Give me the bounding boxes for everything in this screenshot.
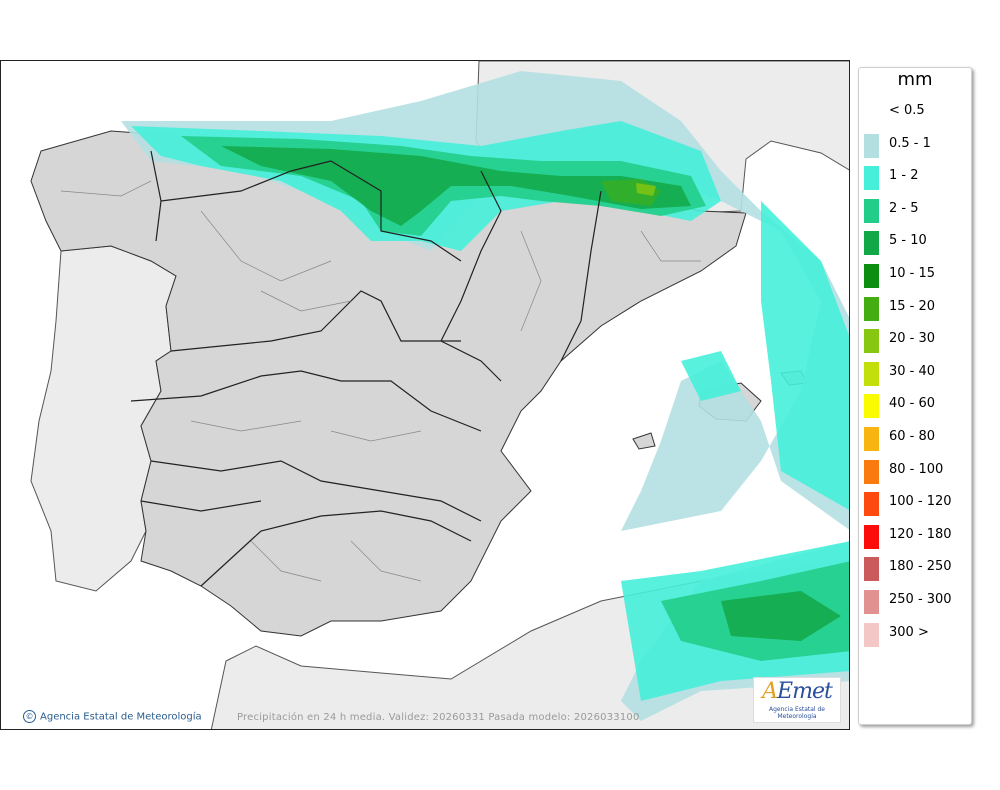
legend-swatch xyxy=(864,133,879,158)
legend-label: 120 - 180 xyxy=(889,526,952,542)
map-caption: Precipitación en 24 h media. Validez: 20… xyxy=(237,712,640,723)
legend-swatch xyxy=(864,524,879,549)
legend-label: < 0.5 xyxy=(889,103,925,118)
legend-label: 30 - 40 xyxy=(889,363,936,379)
legend-label: 100 - 120 xyxy=(889,494,952,510)
legend-swatch xyxy=(864,459,879,484)
aemet-logo: AEmet Agencia Estatal de Meteorología xyxy=(753,677,841,723)
legend-swatch xyxy=(864,492,879,517)
legend-swatch xyxy=(864,198,879,223)
legend-swatch xyxy=(864,361,879,386)
legend-label: 40 - 60 xyxy=(889,396,936,412)
legend-swatch xyxy=(864,166,879,191)
legend-swatch xyxy=(864,231,879,256)
legend-label: 60 - 80 xyxy=(889,429,936,444)
legend-swatch xyxy=(864,590,879,614)
precipitation-map: © Agencia Estatal de Meteorología Precipi… xyxy=(0,60,850,730)
legend-swatch xyxy=(864,557,879,582)
legend-swatch xyxy=(864,394,879,419)
legend-swatch xyxy=(864,101,879,125)
legend-swatch xyxy=(864,296,879,321)
legend-label: 10 - 15 xyxy=(889,266,936,281)
legend-label: 1 - 2 xyxy=(889,168,919,184)
legend-label: 5 - 10 xyxy=(889,233,927,249)
copyright-icon: © xyxy=(23,710,36,723)
legend-unit: mm xyxy=(897,69,933,90)
map-canvas xyxy=(30,61,849,729)
legend-label: 15 - 20 xyxy=(889,298,936,314)
aemet-logo-mark: AEmet xyxy=(762,679,833,704)
legend-swatch xyxy=(864,329,879,354)
legend-label: 250 - 300 xyxy=(889,592,952,607)
legend-label: 20 - 30 xyxy=(889,331,936,347)
aemet-logo-subtitle: Agencia Estatal de Meteorología xyxy=(768,706,825,720)
legend-label: 80 - 100 xyxy=(889,461,944,477)
ibiza-island xyxy=(632,432,656,450)
legend-swatch xyxy=(864,427,879,451)
legend-label: 300 > xyxy=(889,624,929,640)
region-borders xyxy=(130,150,602,587)
legend-swatch xyxy=(864,264,879,288)
legend-label: 2 - 5 xyxy=(889,200,919,216)
legend-swatch xyxy=(864,622,879,647)
legend-label: 0.5 - 1 xyxy=(889,135,931,151)
legend-panel: mm < 0.5 0.5 - 1 1 - 2 2 - 5 5 - 10 10 - 15 15… xyxy=(858,67,972,725)
legend-label: 180 - 250 xyxy=(889,559,952,575)
province-borders xyxy=(60,180,701,582)
precip-15-20 xyxy=(636,183,656,196)
aemet-credit: © Agencia Estatal de Meteorología xyxy=(23,710,202,723)
credit-text: Agencia Estatal de Meteorología xyxy=(40,711,202,723)
